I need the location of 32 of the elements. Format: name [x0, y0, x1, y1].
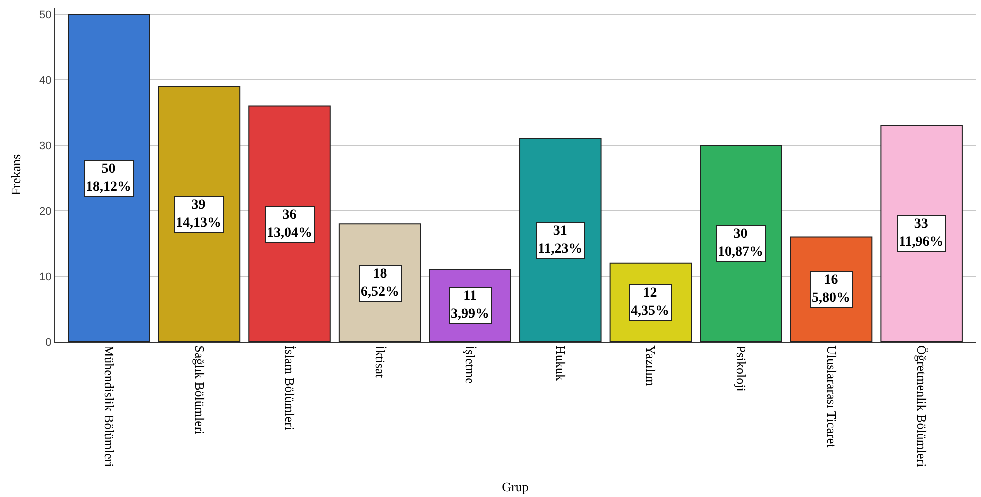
y-axis-title: Frekans	[8, 154, 24, 196]
x-tick-label: Mühendislik Bölümleri	[102, 346, 117, 468]
data-label: 30 10,87%	[718, 227, 764, 260]
data-label: 39 14,13%	[176, 198, 222, 232]
y-tick-label: 40	[40, 74, 52, 87]
y-tick-label: 10	[40, 271, 52, 284]
bar	[68, 14, 150, 342]
x-tick-label: Uluslararası Ticaret	[824, 346, 840, 448]
y-tick-label: 30	[40, 140, 52, 152]
x-tick-label: Sağlık Bölümleri	[192, 346, 208, 436]
x-axis-title: Grup	[502, 479, 529, 494]
data-label: 50 18,12%	[86, 162, 132, 196]
bar	[158, 86, 241, 342]
x-tick-label: Hukuk	[553, 346, 568, 382]
y-tick-label: 0	[46, 336, 52, 349]
x-tick-label: İşletme	[463, 346, 478, 384]
data-label: 36 13,04%	[267, 208, 312, 242]
data-label: 18 6,52%	[361, 267, 400, 300]
data-label: 11 3,99%	[451, 289, 490, 322]
bar	[248, 106, 331, 342]
data-label: 33 11,96%	[899, 217, 944, 250]
data-label: 31 11,23%	[538, 224, 583, 258]
x-tick-label: İslam Bölümleri	[282, 346, 298, 431]
x-tick-label: İktisat	[372, 346, 388, 378]
x-tick-label: Yazılım	[644, 346, 659, 386]
x-tick-label: Öğretmenlik Bölümleri	[914, 346, 930, 468]
data-label: 16 5,80%	[812, 273, 850, 306]
x-tick-label: Psikoloji	[734, 346, 750, 392]
bar	[880, 125, 963, 342]
data-label: 12 4,35%	[631, 286, 670, 320]
y-tick-label: 50	[40, 9, 52, 22]
y-tick-label: 20	[40, 206, 52, 218]
